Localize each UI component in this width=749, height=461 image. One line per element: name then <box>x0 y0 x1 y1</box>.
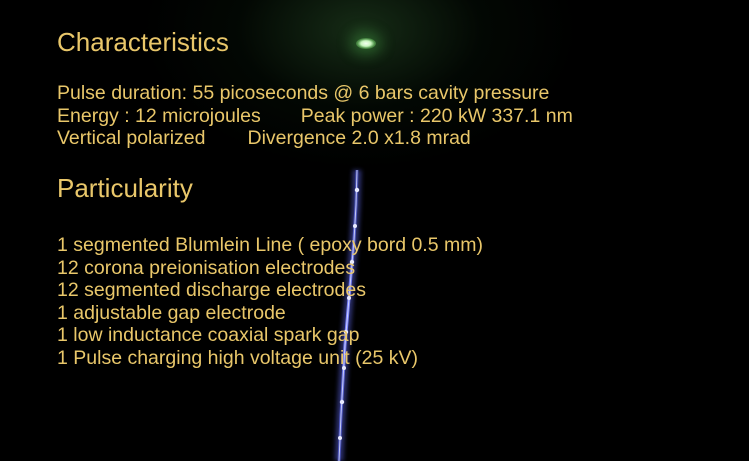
list-item: 1 adjustable gap electrode <box>57 301 286 324</box>
particularity-heading: Particularity <box>57 173 193 203</box>
pulse-duration-text: Pulse duration: 55 picoseconds @ 6 bars … <box>57 82 550 104</box>
list-item: 1 low inductance coaxial spark gap <box>57 324 360 346</box>
energy-power-row: Energy : 12 microjoules Peak power : 220 … <box>57 105 573 128</box>
list-item: 1 segmented Blumlein Line ( epoxy bord 0… <box>57 234 483 256</box>
list-item: 12 corona preionisation electrodes <box>57 256 356 279</box>
list-item: 12 segmented discharge electrodes <box>57 279 366 301</box>
energy-text: Energy : 12 microjoules <box>57 104 261 127</box>
particularity-list: 1 segmented Blumlein Line ( epoxy bord 0… <box>57 234 483 369</box>
peak-power-text: Peak power : 220 kW 337.1 nm <box>300 104 573 127</box>
characteristics-heading: Characteristics <box>57 27 229 57</box>
characteristics-specs: Pulse duration: 55 picoseconds @ 6 bars … <box>57 82 573 150</box>
polarization-divergence-row: Vertical polarized Divergence 2.0 x1.8 mr… <box>57 127 573 150</box>
divergence-text: Divergence 2.0 x1.8 mrad <box>247 127 471 149</box>
list-item: 1 Pulse charging high voltage unit (25 k… <box>57 346 418 369</box>
green-glow-spot <box>356 38 376 49</box>
polarization-text: Vertical polarized <box>57 127 206 149</box>
